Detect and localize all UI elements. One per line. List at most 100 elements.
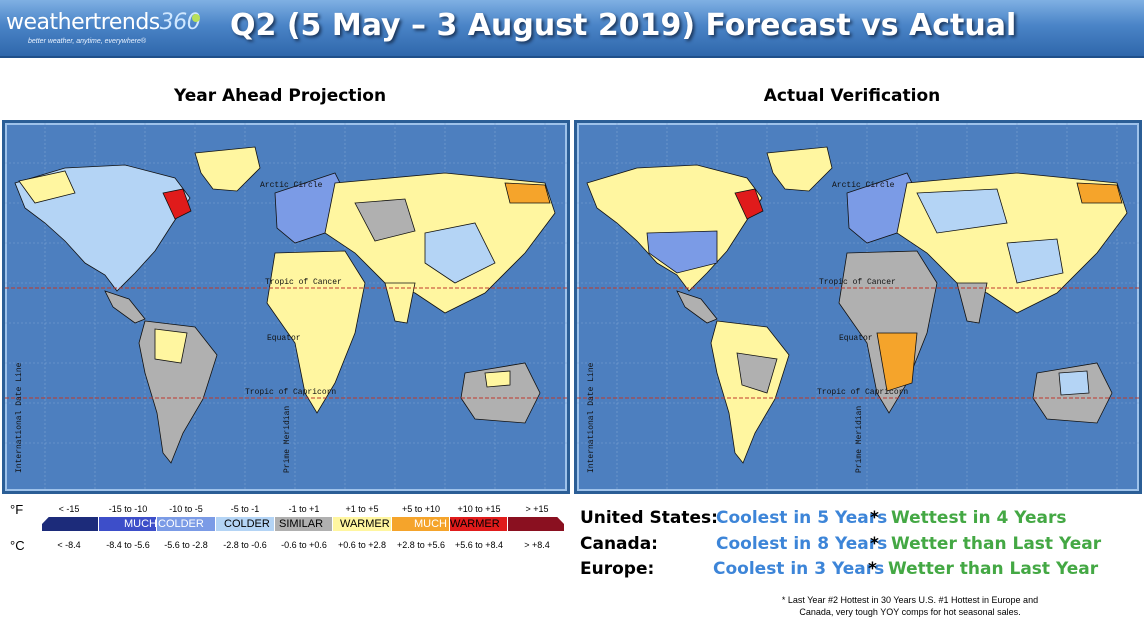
continents: [14, 146, 556, 464]
legend-bar-4: [216, 517, 274, 531]
wet-stat: Wetter than Last Year: [888, 559, 1099, 579]
asia-gray: [354, 198, 416, 242]
tropic-cancer-label: Tropic of Cancer: [265, 278, 342, 287]
legend-label-colder-1: COLDER: [158, 518, 204, 530]
c-range-7: +2.8 to +5.6: [396, 540, 446, 550]
c-range-3: -5.6 to -2.8: [164, 540, 208, 550]
legend-label-warmer-2: WARMER: [450, 518, 500, 530]
central-america: [676, 290, 718, 324]
australia-cool: [1058, 370, 1090, 396]
f-range-1: < -15: [58, 504, 80, 514]
legend-label-much-warm: MUCH: [414, 518, 447, 530]
prime-meridian-label: Prime Meridian: [855, 406, 864, 473]
hudson-heat: [162, 188, 192, 220]
china-cool: [1006, 238, 1064, 284]
legend-bar-5: [275, 517, 332, 531]
logo-wordmark: weathertrends360: [6, 10, 201, 35]
legend-bar-6: [333, 517, 391, 531]
hudson-heat: [734, 188, 764, 220]
c-range-2: -8.4 to -5.6: [106, 540, 150, 550]
c-range-9: > +8.4: [524, 540, 550, 550]
date-line-label: International Date Line: [15, 362, 24, 473]
tropic-capricorn-label: Tropic of Capricorn: [817, 388, 908, 397]
cool-stat: Coolest in 8 Years: [716, 534, 888, 554]
sun-icon: [192, 14, 200, 22]
unit-fahrenheit: °F: [10, 502, 24, 517]
cool-stat: Coolest in 3 Years: [713, 559, 885, 579]
weathertrends-logo[interactable]: weathertrends360 better weather, anytime…: [6, 4, 202, 52]
legend-bar-3: [157, 517, 215, 531]
cool-stat: Coolest in 5 Years: [716, 508, 888, 528]
tropic-capricorn-label: Tropic of Capricorn: [245, 388, 336, 397]
africa-warm: [876, 332, 918, 392]
legend-bar-8: [450, 517, 507, 531]
unit-celsius: °C: [10, 538, 25, 553]
india: [384, 282, 416, 324]
india: [956, 282, 988, 324]
siberia-warm: [504, 182, 551, 204]
sa-warm: [154, 328, 188, 364]
wet-stat: Wettest in 4 Years: [891, 508, 1067, 528]
asterisk: *: [870, 534, 879, 554]
equator-label: Equator: [267, 334, 301, 343]
temperature-legend: °F °C < -15 -15 to -10 -10 to -5 -5 to -…: [0, 500, 564, 560]
greenland: [766, 146, 833, 192]
legend-bar-7: [392, 517, 449, 531]
alaska-warm: [18, 170, 76, 204]
australia-warm: [484, 370, 511, 388]
greenland: [194, 146, 261, 192]
sa-gray: [736, 352, 778, 394]
arctic-circle-label: Arctic Circle: [260, 181, 323, 190]
f-range-5: -1 to +1: [288, 504, 320, 514]
central-america: [104, 290, 146, 324]
c-range-8: +5.6 to +8.4: [454, 540, 504, 550]
prime-meridian-label: Prime Meridian: [283, 406, 292, 473]
legend-bar-2: [99, 517, 156, 531]
legend-label-similar: SIMILAR: [279, 518, 324, 530]
f-range-2: -15 to -10: [108, 504, 148, 514]
country-label: Canada:: [580, 534, 658, 554]
f-range-7: +5 to +10: [401, 504, 441, 514]
asia-cool: [916, 188, 1008, 234]
f-range-9: > +15: [525, 504, 549, 514]
tropic-cancer-label: Tropic of Cancer: [819, 278, 896, 287]
arctic-circle-label: Arctic Circle: [832, 181, 895, 190]
continents: [586, 146, 1128, 464]
slide-title: Q2 (5 May – 3 August 2019) Forecast vs A…: [230, 8, 1017, 43]
country-label: United States:: [580, 508, 718, 528]
footnote-line-1: * Last Year #2 Hottest in 30 Years U.S. …: [781, 595, 1039, 605]
logo-tagline: better weather, anytime, everywhere®: [28, 38, 146, 45]
f-range-4: -5 to -1: [230, 504, 260, 514]
actual-map: Arctic Circle Tropic of Cancer Equator T…: [574, 120, 1142, 494]
asterisk: *: [870, 508, 879, 528]
us-cool: [646, 230, 718, 274]
logo-text: weathertrends: [6, 10, 160, 35]
c-range-5: -0.6 to +0.6: [281, 540, 327, 550]
c-range-4: -2.8 to -0.6: [223, 540, 267, 550]
siberia-warm: [1076, 182, 1123, 204]
asterisk: *: [868, 559, 877, 579]
left-panel-title: Year Ahead Projection: [173, 86, 387, 106]
legend-label-warmer-1: WARMER: [340, 518, 390, 530]
legend-label-colder-2: COLDER: [224, 518, 270, 530]
f-range-3: -10 to -5: [169, 504, 203, 514]
footnote: * Last Year #2 Hottest in 30 Years U.S. …: [740, 594, 1080, 618]
country-label: Europe:: [580, 559, 655, 579]
equator-label: Equator: [839, 334, 873, 343]
f-range-8: +10 to +15: [457, 504, 501, 514]
forecast-map: Arctic Circle Tropic of Cancer Equator T…: [2, 120, 570, 494]
c-range-1: < -8.4: [57, 540, 81, 550]
north-america: [586, 164, 763, 292]
south-america: [710, 320, 790, 464]
asia-cool: [424, 222, 496, 284]
legend-label-much-cold: MUCH: [124, 518, 157, 530]
header-banner: weathertrends360 better weather, anytime…: [0, 0, 1144, 58]
legend-bar-9: [508, 517, 564, 531]
f-range-6: +1 to +5: [345, 504, 379, 514]
wet-stat: Wetter than Last Year: [891, 534, 1102, 554]
date-line-label: International Date Line: [587, 362, 596, 473]
c-range-6: +0.6 to +2.8: [337, 540, 387, 550]
footnote-line-2: Canada, very tough YOY comps for hot sea…: [799, 607, 1021, 617]
right-panel-title: Actual Verification: [763, 86, 941, 106]
legend-bar-1: [42, 517, 98, 531]
